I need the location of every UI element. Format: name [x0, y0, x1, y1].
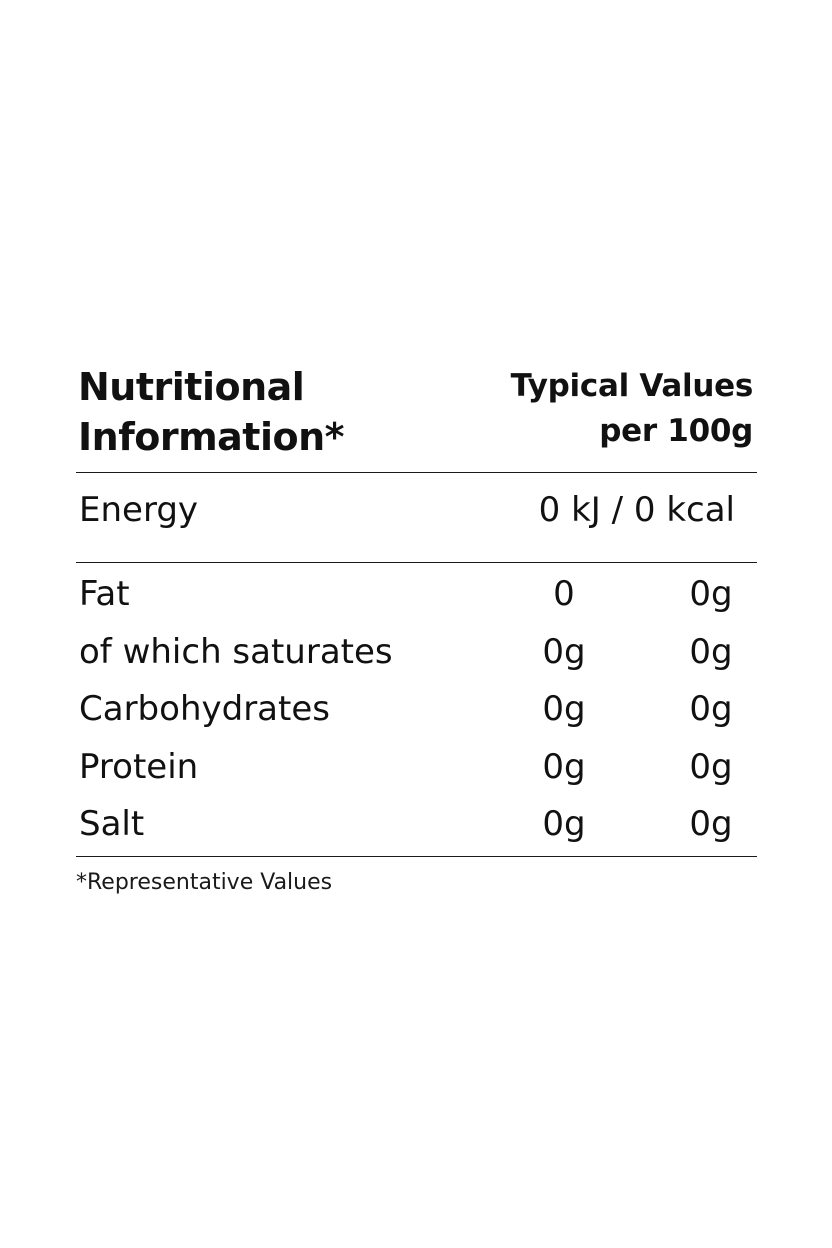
nutrient-name: Protein [79, 746, 199, 787]
title-line-2: Information* [78, 415, 345, 459]
nutrient-name: Carbohydrates [79, 689, 330, 729]
energy-label: Energy [79, 490, 199, 530]
nutrient-row-carbohydrates: Carbohydrates 0g 0g [76, 681, 757, 739]
nutrient-name: Fat [79, 574, 130, 614]
nutrient-value-2: 0g [689, 574, 733, 614]
energy-row: Energy 0 kJ / 0 kcal [76, 484, 757, 536]
nutrient-row-salt: Salt 0g 0g [76, 796, 757, 854]
nutrient-value-1: 0 [553, 574, 575, 614]
nutrient-value-2: 0g [689, 689, 733, 729]
nutrient-value-1: 0g [542, 746, 586, 787]
divider-middle [76, 562, 757, 563]
nutrient-value-1: 0g [542, 804, 586, 844]
typical-values-line-1: Typical Values [510, 368, 754, 404]
nutrition-label: Nutritional Information* Typical Values … [76, 360, 757, 920]
typical-values-line-2: per 100g [599, 413, 753, 449]
nutrient-name: of which saturates [79, 631, 393, 672]
nutrient-value-1: 0g [542, 631, 586, 672]
label-header: Nutritional Information* Typical Values … [76, 360, 757, 472]
nutrient-row-saturates: of which saturates 0g 0g [76, 624, 757, 682]
nutrient-value-2: 0g [689, 631, 733, 672]
divider-bottom [76, 856, 757, 857]
nutrient-row-protein: Protein 0g 0g [76, 739, 757, 797]
energy-value: 0 kJ / 0 kcal [538, 490, 735, 530]
nutrient-value-1: 0g [542, 689, 586, 729]
nutrient-value-2: 0g [689, 746, 733, 787]
footnote: *Representative Values [76, 870, 333, 895]
nutrient-row-fat: Fat 0 0g [76, 566, 757, 624]
title-line-1: Nutritional [78, 365, 305, 409]
nutrient-name: Salt [79, 804, 145, 844]
nutrient-rows: Fat 0 0g of which saturates 0g 0g Carboh… [76, 566, 757, 854]
typical-values-heading: Typical Values per 100g [433, 364, 754, 454]
label-title: Nutritional Information* [78, 362, 438, 462]
nutrient-value-2: 0g [689, 804, 733, 844]
divider-top [76, 472, 757, 473]
